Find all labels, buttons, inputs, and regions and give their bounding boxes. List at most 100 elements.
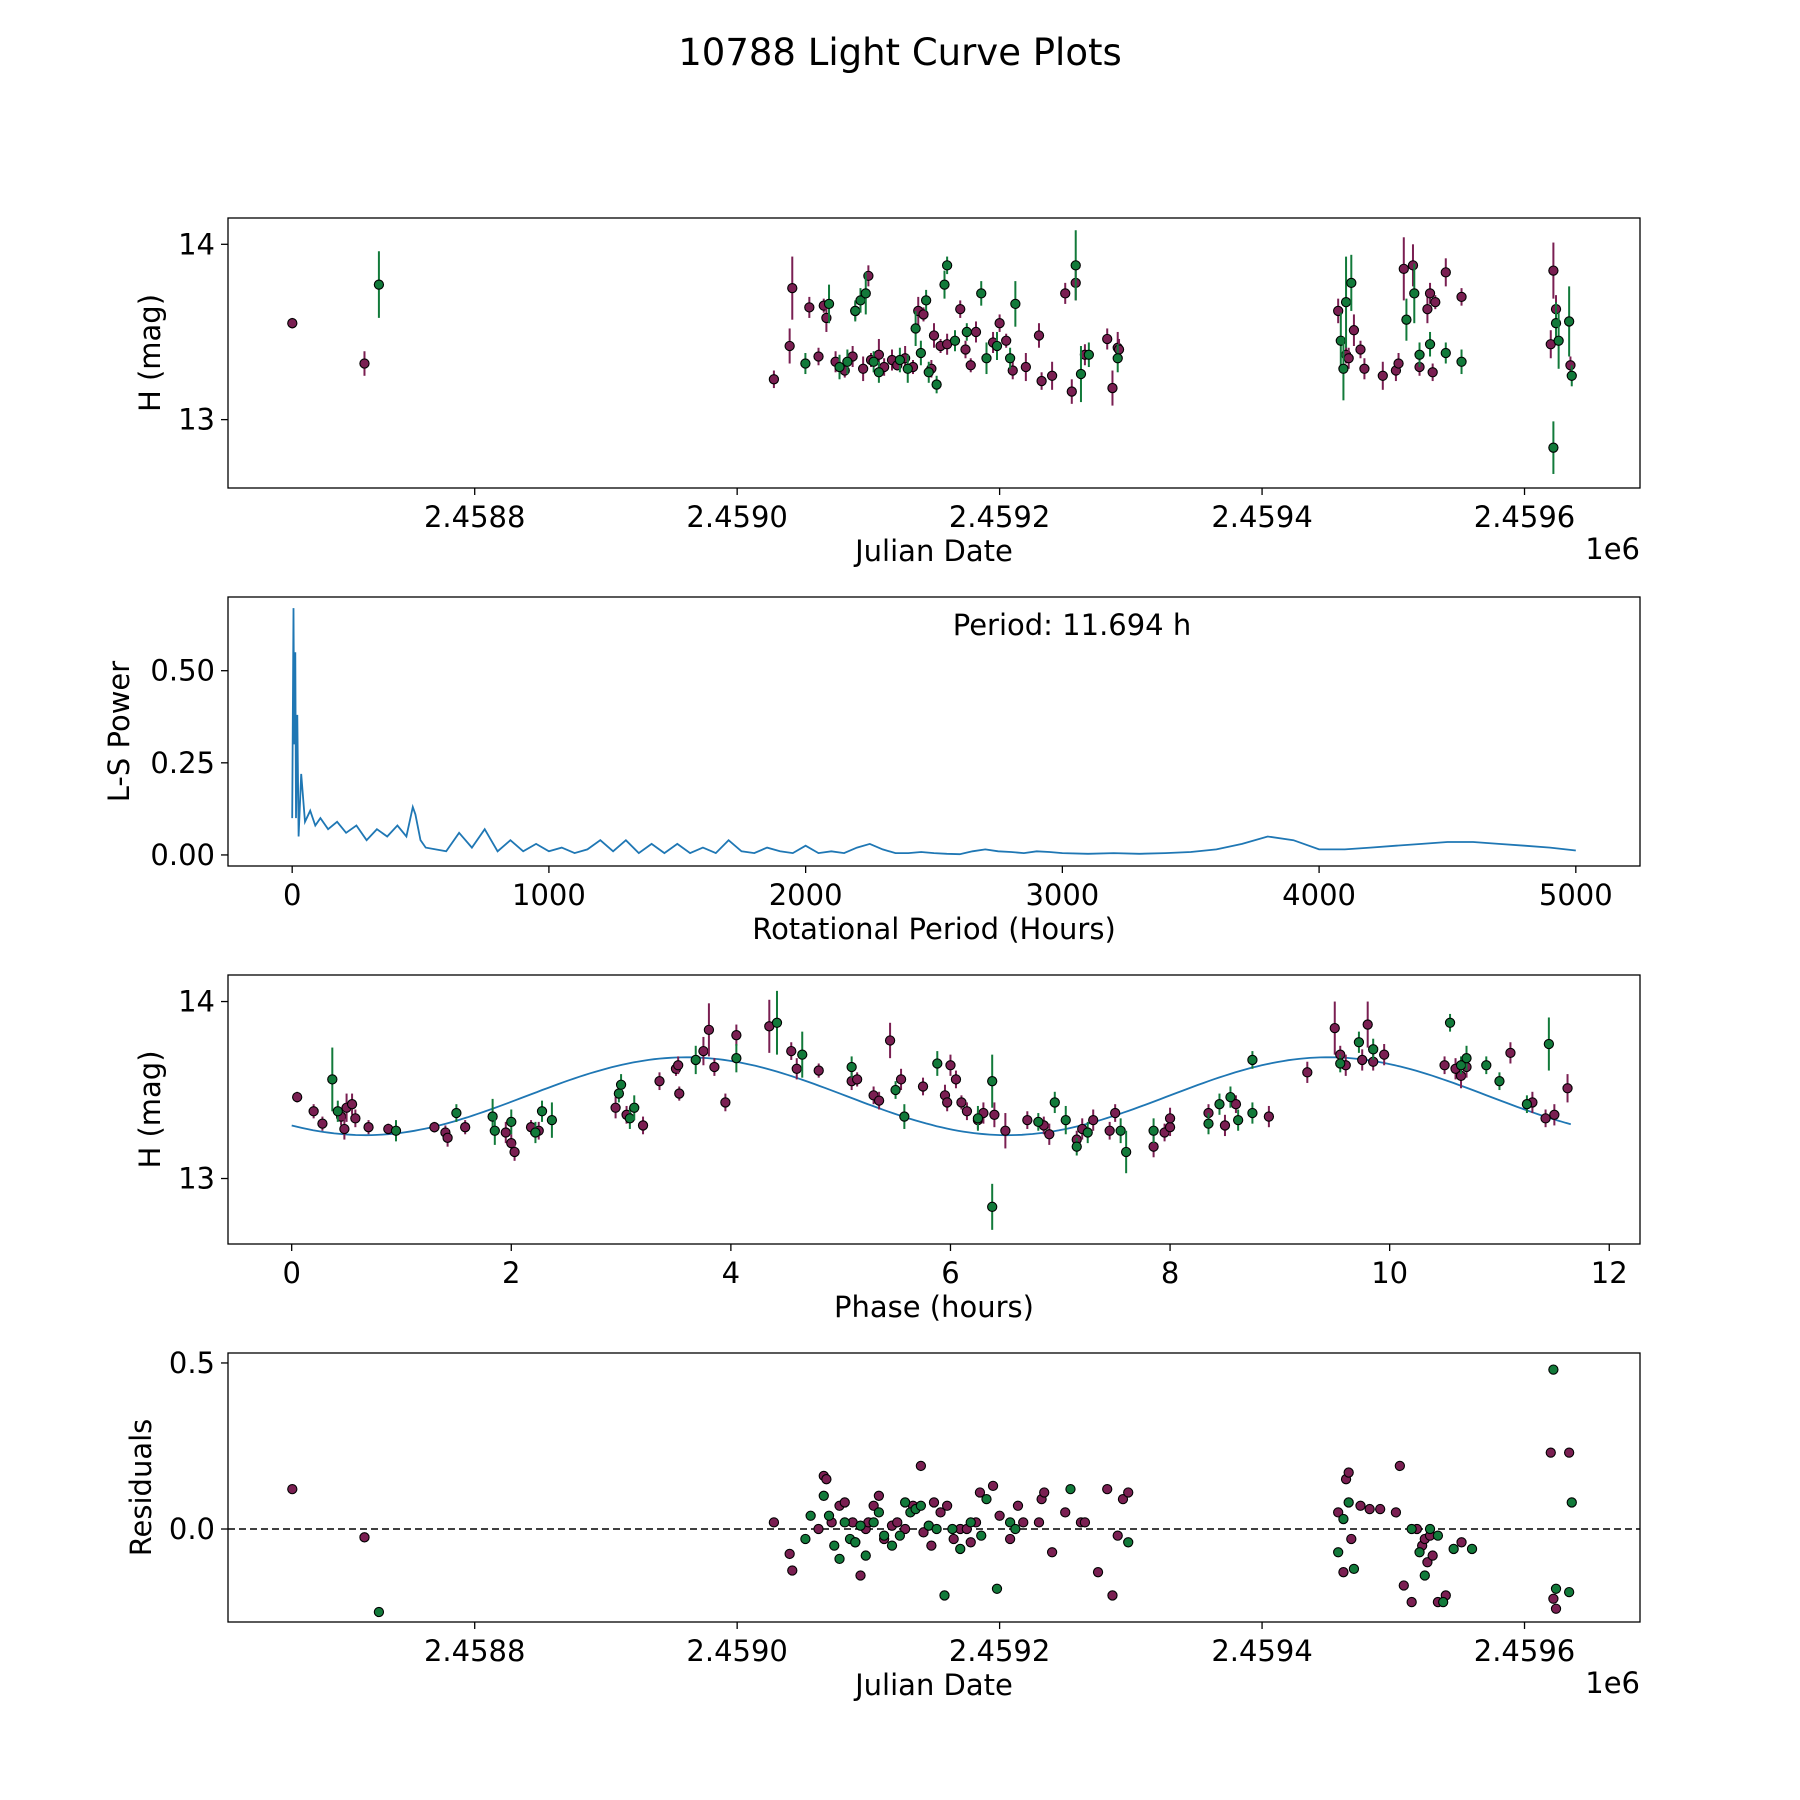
- maroon-data-point: [1563, 1447, 1575, 1458]
- x-axis-label: Julian Date: [853, 534, 1013, 568]
- maroon-data-point: [961, 1106, 973, 1117]
- green-data-point: [1348, 1563, 1360, 1575]
- maroon-data-point: [1456, 1537, 1467, 1548]
- maroon-data-point: [1398, 263, 1409, 274]
- x-tick-label: 10: [1371, 1256, 1408, 1290]
- maroon-data-point: [363, 1122, 374, 1133]
- maroon-data-point: [292, 1091, 303, 1103]
- green-data-point: [1004, 353, 1016, 364]
- x-tick-label: 12: [1591, 1256, 1628, 1290]
- maroon-data-point: [1550, 1603, 1562, 1614]
- maroon-data-point: [610, 1102, 621, 1113]
- green-data-point: [1083, 349, 1094, 360]
- x-tick-label: 2.4596: [1474, 500, 1575, 534]
- maroon-data-point: [784, 340, 795, 352]
- maroon-data-point: [1359, 363, 1370, 374]
- maroon-data-point: [899, 1523, 911, 1535]
- maroon-data-point: [1430, 297, 1441, 308]
- maroon-data-point: [1117, 1493, 1129, 1505]
- maroon-data-point: [928, 1497, 940, 1508]
- axes-frame: [227, 217, 1641, 489]
- green-data-point: [624, 1113, 636, 1124]
- green-data-point: [1566, 370, 1577, 381]
- x-tick-label: 2.4590: [686, 500, 787, 534]
- maroon-data-point: [1022, 1114, 1033, 1126]
- maroon-data-point: [500, 1127, 511, 1138]
- green-data-point: [915, 347, 927, 359]
- maroon-data-point: [1046, 370, 1058, 381]
- x-tick-label: 1000: [512, 878, 586, 912]
- green-data-point: [1232, 1114, 1244, 1126]
- y-tick-label: 14: [178, 985, 215, 1019]
- green-data-point: [987, 1076, 998, 1087]
- green-data-point: [1456, 356, 1467, 367]
- maroon-data-point: [804, 302, 815, 313]
- maroon-data-point: [1088, 1114, 1099, 1126]
- maroon-data-point: [1439, 1060, 1450, 1071]
- axis-offset-label: 1e6: [1585, 1666, 1640, 1700]
- green-data-point: [1115, 1125, 1126, 1136]
- green-data-point: [868, 1517, 879, 1528]
- plot-area: [291, 990, 1573, 1230]
- green-data-point: [546, 1114, 558, 1126]
- green-data-point: [923, 367, 934, 378]
- y-axis-label: L-S Power: [102, 661, 136, 802]
- green-data-point: [451, 1107, 462, 1119]
- maroon-data-point: [674, 1088, 685, 1099]
- green-data-point: [878, 1530, 890, 1541]
- green-data-point: [886, 1540, 898, 1551]
- maroon-data-point: [950, 1074, 962, 1085]
- maroon-data-point: [654, 1076, 665, 1087]
- maroon-data-point: [1148, 1141, 1159, 1152]
- green-data-point: [1203, 1118, 1214, 1129]
- maroon-data-point: [1000, 1125, 1011, 1136]
- green-data-point: [1075, 368, 1087, 380]
- green-data-point: [1438, 1596, 1449, 1608]
- green-data-point: [613, 1088, 625, 1099]
- x-axis-label: Phase (hours): [834, 1290, 1034, 1324]
- maroon-data-point: [935, 1507, 946, 1518]
- green-data-point: [1566, 1497, 1577, 1508]
- y-tick-label: 0.50: [150, 654, 215, 688]
- green-data-point: [991, 340, 1003, 352]
- maroon-data-point: [987, 1480, 999, 1491]
- maroon-data-point: [287, 318, 298, 329]
- green-data-point: [1247, 1054, 1258, 1066]
- green-data-point: [842, 356, 853, 367]
- maroon-data-point: [892, 1517, 903, 1528]
- green-data-point: [489, 1125, 500, 1136]
- green-data-point: [920, 295, 932, 306]
- maroon-data-point: [1355, 1500, 1366, 1511]
- x-tick-label: 4000: [1282, 878, 1356, 912]
- x-axis-label: Rotational Period (Hours): [752, 912, 1116, 946]
- green-data-point: [1214, 1099, 1225, 1110]
- green-data-point: [1553, 335, 1564, 346]
- green-data-point: [390, 1125, 402, 1136]
- green-data-point: [506, 1116, 517, 1128]
- green-data-point: [902, 363, 913, 374]
- green-data-point: [818, 1490, 829, 1501]
- maroon-data-point: [359, 1532, 370, 1543]
- maroon-data-point: [1104, 1125, 1115, 1136]
- maroon-data-point: [1545, 1447, 1556, 1458]
- maroon-data-point: [1422, 304, 1433, 315]
- x-tick-label: 2.4592: [949, 1634, 1050, 1668]
- residuals-panel: 2.4588 2.4590 2.4592 2.4594 2.4596 0.0 0.5 Juli…: [124, 1346, 1641, 1702]
- green-data-point: [1112, 353, 1123, 364]
- maroon-data-point: [442, 1132, 453, 1143]
- maroon-data-point: [945, 1060, 956, 1071]
- green-data-point: [615, 1079, 627, 1090]
- green-data-point: [939, 279, 950, 290]
- green-data-point: [332, 1106, 343, 1117]
- green-data-point: [327, 1074, 338, 1085]
- green-data-point: [834, 361, 845, 373]
- green-data-point: [1071, 1141, 1082, 1152]
- x-tick-label: 2000: [769, 878, 843, 912]
- x-tick-label: 2.4592: [949, 500, 1050, 534]
- maroon-data-point: [960, 344, 971, 355]
- green-data-point: [373, 1606, 385, 1618]
- maroon-data-point: [970, 326, 982, 338]
- maroon-data-point: [1377, 370, 1388, 381]
- maroon-data-point: [787, 282, 798, 294]
- axes-frame: [227, 1352, 1641, 1623]
